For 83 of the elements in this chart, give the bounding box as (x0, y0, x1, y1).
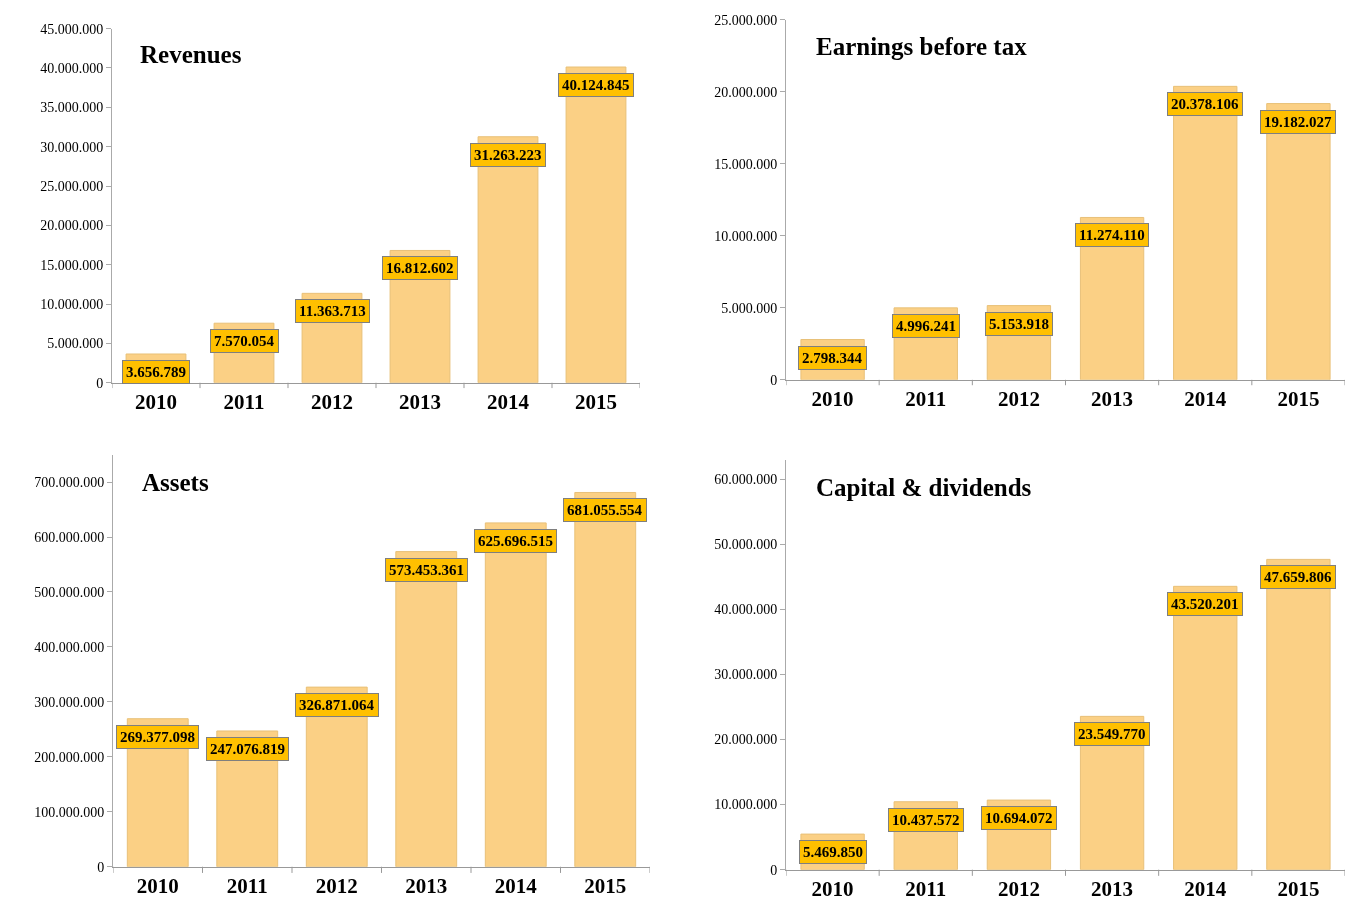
data-label: 23.549.770 (1078, 726, 1146, 742)
y-tick-label: 50.000.000 (714, 537, 778, 553)
y-tick-label: 400.000.000 (34, 639, 105, 655)
data-label: 5.469.850 (803, 844, 863, 860)
y-tick-label: 500.000.000 (34, 584, 105, 600)
y-tick-label: 60.000.000 (714, 471, 778, 487)
data-label: 269.377.098 (120, 729, 195, 745)
data-label: 7.570.054 (214, 333, 275, 349)
y-tick-label: 25.000.000 (714, 12, 778, 28)
x-tick-label: 2013 (1091, 387, 1134, 412)
y-tick-label: 0 (770, 862, 778, 878)
x-tick-label: 2011 (226, 873, 268, 898)
data-label: 247.076.819 (210, 741, 285, 757)
x-tick-label: 2011 (905, 387, 947, 412)
x-tick-label: 2010 (135, 389, 177, 414)
x-tick-label: 2010 (811, 387, 854, 412)
y-tick-label: 35.000.000 (40, 100, 104, 116)
y-tick-label: 30.000.000 (40, 139, 104, 155)
y-tick-label: 10.000.000 (40, 296, 104, 312)
data-label: 10.437.572 (892, 812, 960, 828)
y-tick-label: 20.000.000 (714, 84, 778, 100)
y-tick-label: 10.000.000 (714, 797, 778, 813)
text: Assets (142, 469, 209, 496)
x-tick-label: 2014 (1184, 387, 1227, 412)
text: Revenues (140, 41, 242, 68)
x-tick-label: 2015 (1277, 876, 1320, 901)
text: Earnings before tax (816, 33, 1028, 60)
y-tick-label: 15.000.000 (40, 257, 104, 273)
y-tick-label: 0 (97, 859, 105, 875)
x-tick-label: 2011 (905, 876, 947, 901)
x-tick-label: 2013 (399, 389, 441, 414)
y-tick-label: 45.000.000 (40, 21, 104, 37)
data-label: 11.274.110 (1079, 227, 1145, 243)
x-tick-label: 2012 (997, 387, 1040, 412)
data-label: 31.263.223 (474, 147, 542, 163)
y-tick-label: 5.000.000 (721, 300, 778, 316)
y-tick-label: 40.000.000 (714, 602, 778, 618)
data-label: 11.363.713 (299, 303, 366, 319)
data-label: 3.656.789 (126, 364, 186, 380)
y-tick-label: 200.000.000 (34, 749, 105, 765)
data-label: 40.124.845 (562, 77, 630, 93)
y-tick-label: 600.000.000 (34, 529, 105, 545)
x-tick-label: 2015 (1277, 387, 1320, 412)
data-label: 573.453.361 (389, 562, 464, 578)
data-label: 16.812.602 (386, 260, 454, 276)
y-tick-label: 20.000.000 (40, 218, 104, 234)
x-tick-label: 2012 (311, 389, 353, 414)
y-tick-label: 0 (96, 375, 104, 391)
data-label: 20.378.106 (1171, 96, 1239, 112)
y-tick-label: 15.000.000 (714, 156, 778, 172)
data-label: 326.871.064 (299, 697, 375, 713)
data-label: 625.696.515 (478, 533, 553, 549)
y-tick-label: 30.000.000 (714, 667, 778, 683)
x-tick-label: 2014 (1184, 876, 1227, 901)
data-label: 2.798.344 (802, 350, 863, 366)
y-tick-label: 20.000.000 (714, 732, 778, 748)
text: Capital & dividends (816, 474, 1032, 501)
data-label: 10.694.072 (985, 810, 1053, 826)
y-tick-label: 5.000.000 (47, 336, 104, 352)
data-label: 4.996.241 (896, 318, 956, 334)
y-tick-label: 700.000.000 (34, 474, 105, 490)
data-label: 5.153.918 (989, 316, 1049, 332)
x-tick-label: 2015 (575, 389, 617, 414)
y-tick-label: 0 (770, 372, 778, 388)
x-tick-label: 2012 (315, 873, 358, 898)
x-tick-label: 2015 (584, 873, 627, 898)
x-tick-label: 2012 (997, 876, 1040, 901)
data-label: 47.659.806 (1264, 569, 1332, 585)
x-tick-label: 2014 (487, 389, 530, 414)
x-tick-label: 2013 (405, 873, 448, 898)
x-tick-label: 2014 (494, 873, 538, 898)
x-tick-label: 2011 (223, 389, 265, 414)
data-label: 43.520.201 (1171, 596, 1239, 612)
y-tick-label: 100.000.000 (34, 804, 105, 820)
data-label: 19.182.027 (1264, 114, 1332, 130)
x-tick-label: 2010 (811, 876, 854, 901)
y-tick-label: 10.000.000 (714, 228, 778, 244)
y-tick-label: 300.000.000 (34, 694, 105, 710)
y-tick-label: 40.000.000 (40, 60, 104, 76)
x-tick-label: 2013 (1091, 876, 1134, 901)
y-tick-label: 25.000.000 (40, 178, 104, 194)
data-label: 681.055.554 (567, 502, 643, 518)
x-tick-label: 2010 (136, 873, 179, 898)
